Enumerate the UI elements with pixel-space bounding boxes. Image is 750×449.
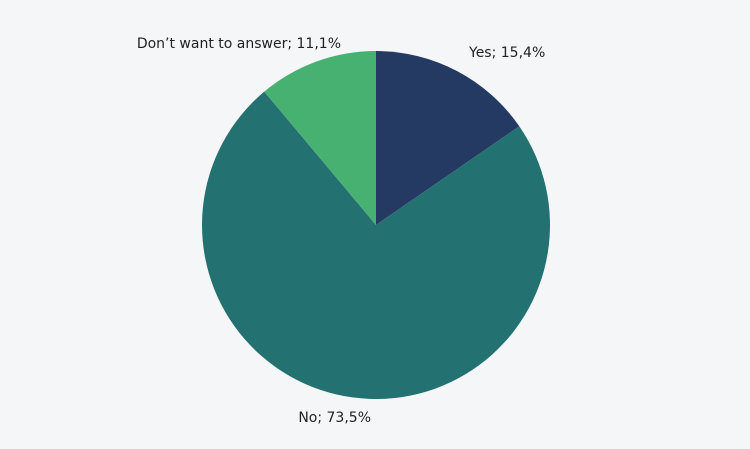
pie-slice (376, 51, 520, 225)
pie-slice (202, 91, 551, 400)
slice-label: Don’t want to answer; 11,1% (137, 36, 341, 52)
slice-label: No; 73,5% (298, 410, 371, 426)
slice-label: Yes; 15,4% (468, 45, 545, 61)
pie-slice (264, 51, 376, 225)
